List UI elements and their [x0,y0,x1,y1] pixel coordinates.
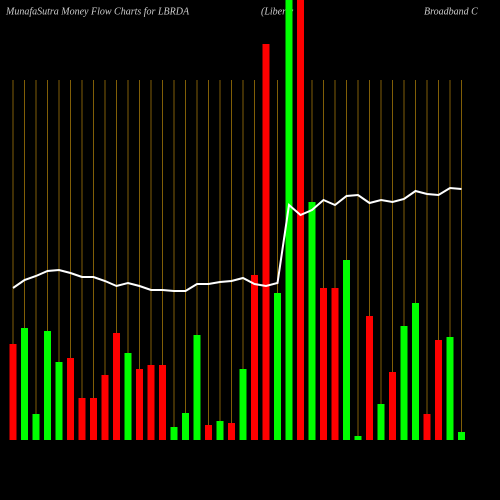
bar [377,404,385,440]
bar [90,398,97,440]
bar [9,344,17,440]
bar [389,372,396,440]
chart-title: Broadband C [424,6,478,17]
bar [297,0,304,440]
bar [400,326,408,440]
bar [124,353,132,440]
bar [67,358,74,440]
bar [320,288,327,440]
bar [113,333,120,440]
line [12,186,462,292]
bar [228,423,235,440]
bar [251,275,258,440]
bar [274,293,281,440]
bar [78,398,86,440]
bar [101,375,109,440]
bar [354,436,362,440]
chart-title: (Liberty [261,6,294,17]
bar [32,414,40,440]
bar [343,260,350,440]
bar [147,365,155,440]
bar [21,328,28,440]
bar [435,340,442,440]
bar [136,369,143,440]
bar [308,202,316,440]
bar [193,335,201,440]
bar [216,421,224,440]
bar [412,303,419,440]
bar [55,362,63,440]
bar [331,288,339,440]
chart-title: MunafaSutra Money Flow Charts for LBRDA [5,6,190,17]
bar [170,427,178,440]
bar [446,337,454,440]
bar [44,331,51,440]
bar [285,0,293,440]
bar [159,365,166,440]
bar [262,44,270,440]
bar [366,316,373,440]
bar [205,425,212,440]
bar [423,414,431,440]
bar [458,432,465,440]
bar [239,369,247,440]
bar [182,413,189,440]
